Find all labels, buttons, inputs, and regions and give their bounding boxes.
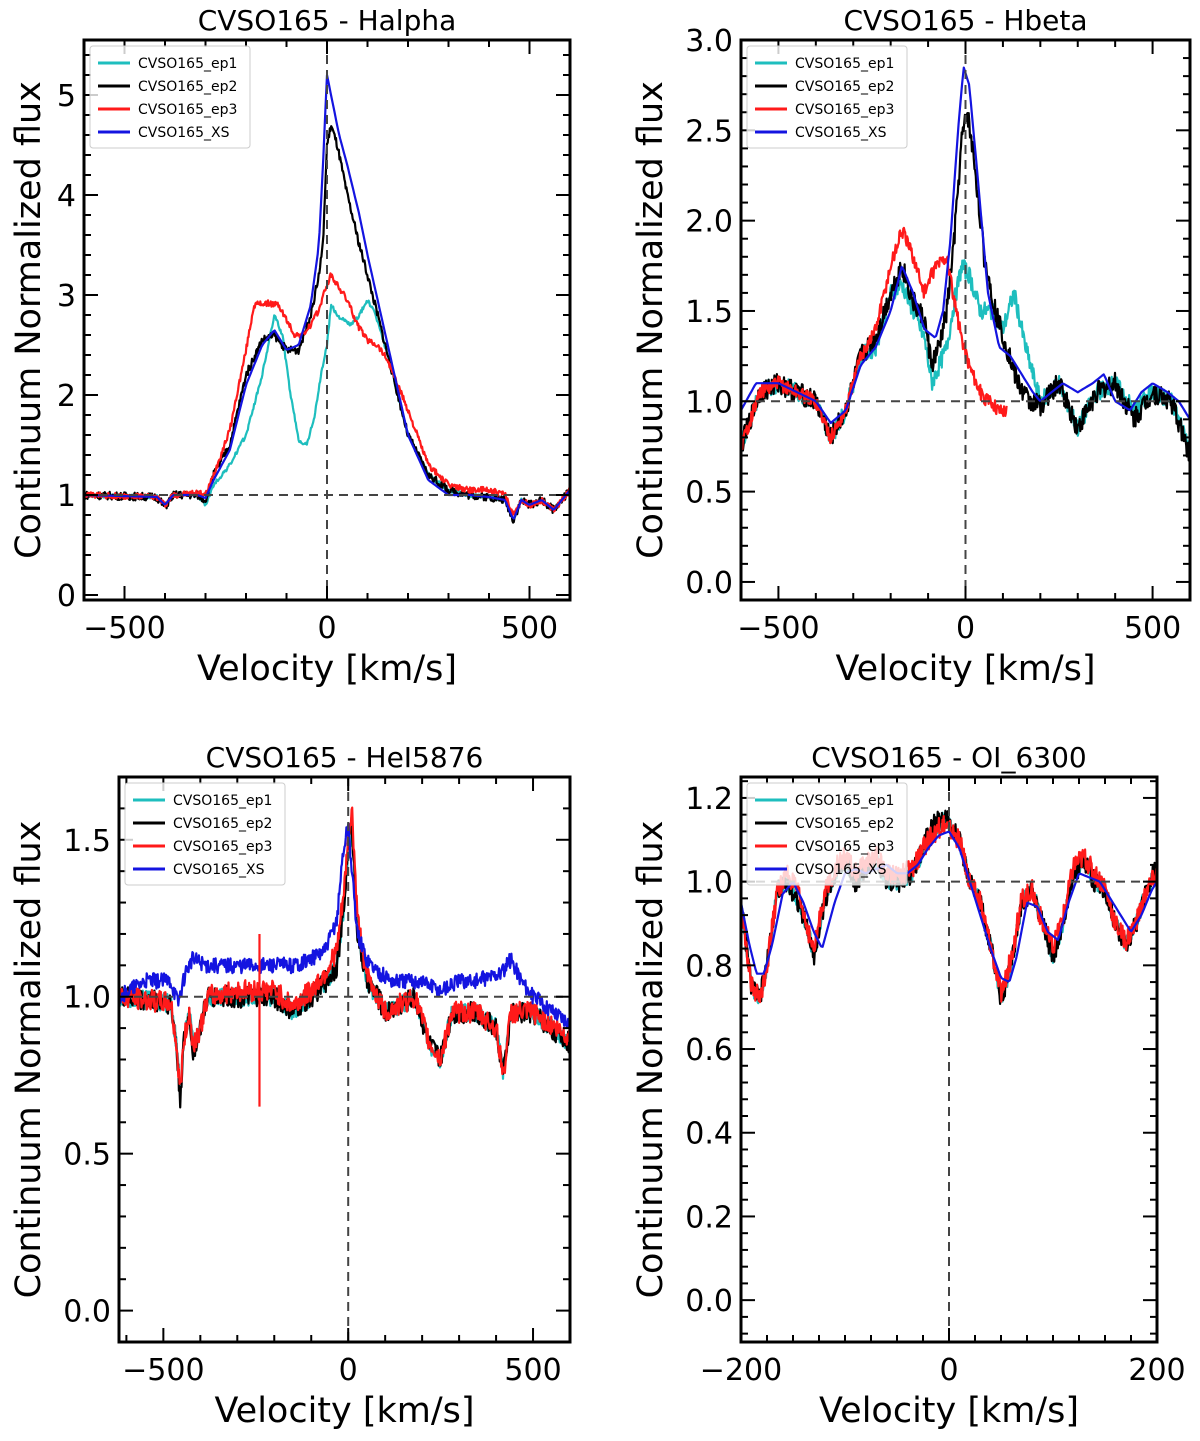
- y-axis-label: Continuum Normalized flux: [631, 81, 671, 559]
- panel-title: CVSO165 - OI_6300: [811, 741, 1086, 774]
- y-tick-label: 0.8: [685, 949, 733, 984]
- x-axis-label: Velocity [km/s]: [819, 1391, 1079, 1431]
- legend: CVSO165_ep1 CVSO165_ep2 CVSO165_ep3 CVSO165…: [746, 45, 908, 149]
- y-tick-label: 0.0: [685, 1284, 733, 1319]
- series-line-cvso165-ep3: [741, 226, 1008, 451]
- series-line-cvso165-xs: [119, 822, 570, 1030]
- y-tick-label: 0.5: [685, 476, 733, 511]
- x-axis-label: Velocity [km/s]: [197, 649, 457, 689]
- legend-label: CVSO165_XS: [173, 862, 265, 878]
- x-axis-label: Velocity [km/s]: [835, 649, 1095, 689]
- legend-box: [746, 45, 908, 149]
- y-tick-label: 1.0: [685, 866, 733, 901]
- x-tick-label: 500: [501, 611, 558, 646]
- y-tick-label: 4: [57, 179, 76, 214]
- x-tick-label: 500: [504, 1353, 561, 1388]
- legend-box: [746, 782, 908, 886]
- legend-label: CVSO165_ep3: [795, 102, 894, 118]
- x-tick-label: 0: [317, 611, 336, 646]
- legend-label: CVSO165_XS: [795, 125, 887, 141]
- legend: CVSO165_ep1 CVSO165_ep2 CVSO165_ep3 CVSO165…: [746, 782, 908, 886]
- y-tick-label: 1.5: [685, 295, 733, 330]
- y-tick-label: 2.5: [685, 114, 733, 149]
- x-tick-label: 0: [339, 1353, 358, 1388]
- legend-label: CVSO165_ep2: [795, 79, 894, 95]
- y-tick-label: 0.0: [685, 566, 733, 601]
- y-axis-label: Continuum Normalized flux: [9, 821, 49, 1299]
- legend-label: CVSO165_ep2: [138, 79, 237, 95]
- legend-label: CVSO165_XS: [138, 125, 230, 141]
- y-tick-label: 3: [57, 279, 76, 314]
- y-tick-label: 1.2: [685, 782, 733, 817]
- legend-label: CVSO165_ep3: [795, 839, 894, 855]
- y-tick-label: 2: [57, 379, 76, 414]
- x-tick-label: 500: [1124, 611, 1181, 646]
- x-tick-label: 200: [1128, 1353, 1185, 1388]
- legend-label: CVSO165_XS: [795, 862, 887, 878]
- legend: CVSO165_ep1 CVSO165_ep2 CVSO165_ep3 CVSO165…: [124, 782, 286, 886]
- panel-title: CVSO165 - HeI5876: [206, 741, 484, 774]
- y-tick-label: 5: [57, 79, 76, 114]
- y-tick-label: 0: [57, 579, 76, 614]
- x-tick-label: −500: [83, 611, 165, 646]
- series-line-cvso165-xs: [741, 830, 1157, 983]
- legend-box: [124, 782, 286, 886]
- legend-box: [89, 45, 251, 149]
- y-tick-label: 0.5: [63, 1138, 111, 1173]
- x-tick-label: −500: [122, 1353, 204, 1388]
- panel-4: −200 0 200 0.0 0.2 0.4 0.6 0.8 1.0 1.2 CVSO165 - O…: [631, 741, 1186, 1431]
- y-tick-label: 3.0: [685, 24, 733, 59]
- x-tick-label: 0: [956, 611, 975, 646]
- y-tick-label: 0.2: [685, 1200, 733, 1235]
- y-axis-label: Continuum Normalized flux: [9, 81, 49, 559]
- x-axis-label: Velocity [km/s]: [214, 1391, 474, 1431]
- legend-label: CVSO165_ep1: [138, 56, 237, 72]
- y-tick-label: 0.6: [685, 1033, 733, 1068]
- x-tick-label: −200: [700, 1353, 782, 1388]
- y-tick-label: 1.5: [63, 824, 111, 859]
- panel-2: −500 0 500 0.0 0.5 1.0 1.5 2.0 2.5 3.0 CVSO165 - H…: [631, 4, 1192, 689]
- y-axis-label: Continuum Normalized flux: [631, 821, 671, 1299]
- y-tick-label: 1.0: [685, 385, 733, 420]
- legend-label: CVSO165_ep1: [795, 56, 894, 72]
- legend-label: CVSO165_ep3: [173, 839, 272, 855]
- panel-3: −500 0 500 0.0 0.5 1.0 1.5 CVSO165 - HeI5876 Vel…: [9, 741, 572, 1431]
- legend-label: CVSO165_ep1: [173, 793, 272, 809]
- x-tick-label: −500: [737, 611, 819, 646]
- legend-label: CVSO165_ep2: [173, 816, 272, 832]
- x-tick-label: 0: [939, 1353, 958, 1388]
- y-tick-label: 1: [57, 479, 76, 514]
- y-tick-label: 0.0: [63, 1295, 111, 1330]
- legend: CVSO165_ep1 CVSO165_ep2 CVSO165_ep3 CVSO165…: [89, 45, 251, 149]
- y-tick-label: 1.0: [63, 981, 111, 1016]
- legend-label: CVSO165_ep2: [795, 816, 894, 832]
- series-line-cvso165-ep3: [119, 806, 570, 1086]
- panel-title: CVSO165 - Halpha: [198, 4, 457, 37]
- panel-title: CVSO165 - Hbeta: [843, 4, 1087, 37]
- legend-label: CVSO165_ep3: [138, 102, 237, 118]
- legend-label: CVSO165_ep1: [795, 793, 894, 809]
- y-tick-label: 0.4: [685, 1117, 733, 1152]
- y-tick-label: 2.0: [685, 205, 733, 240]
